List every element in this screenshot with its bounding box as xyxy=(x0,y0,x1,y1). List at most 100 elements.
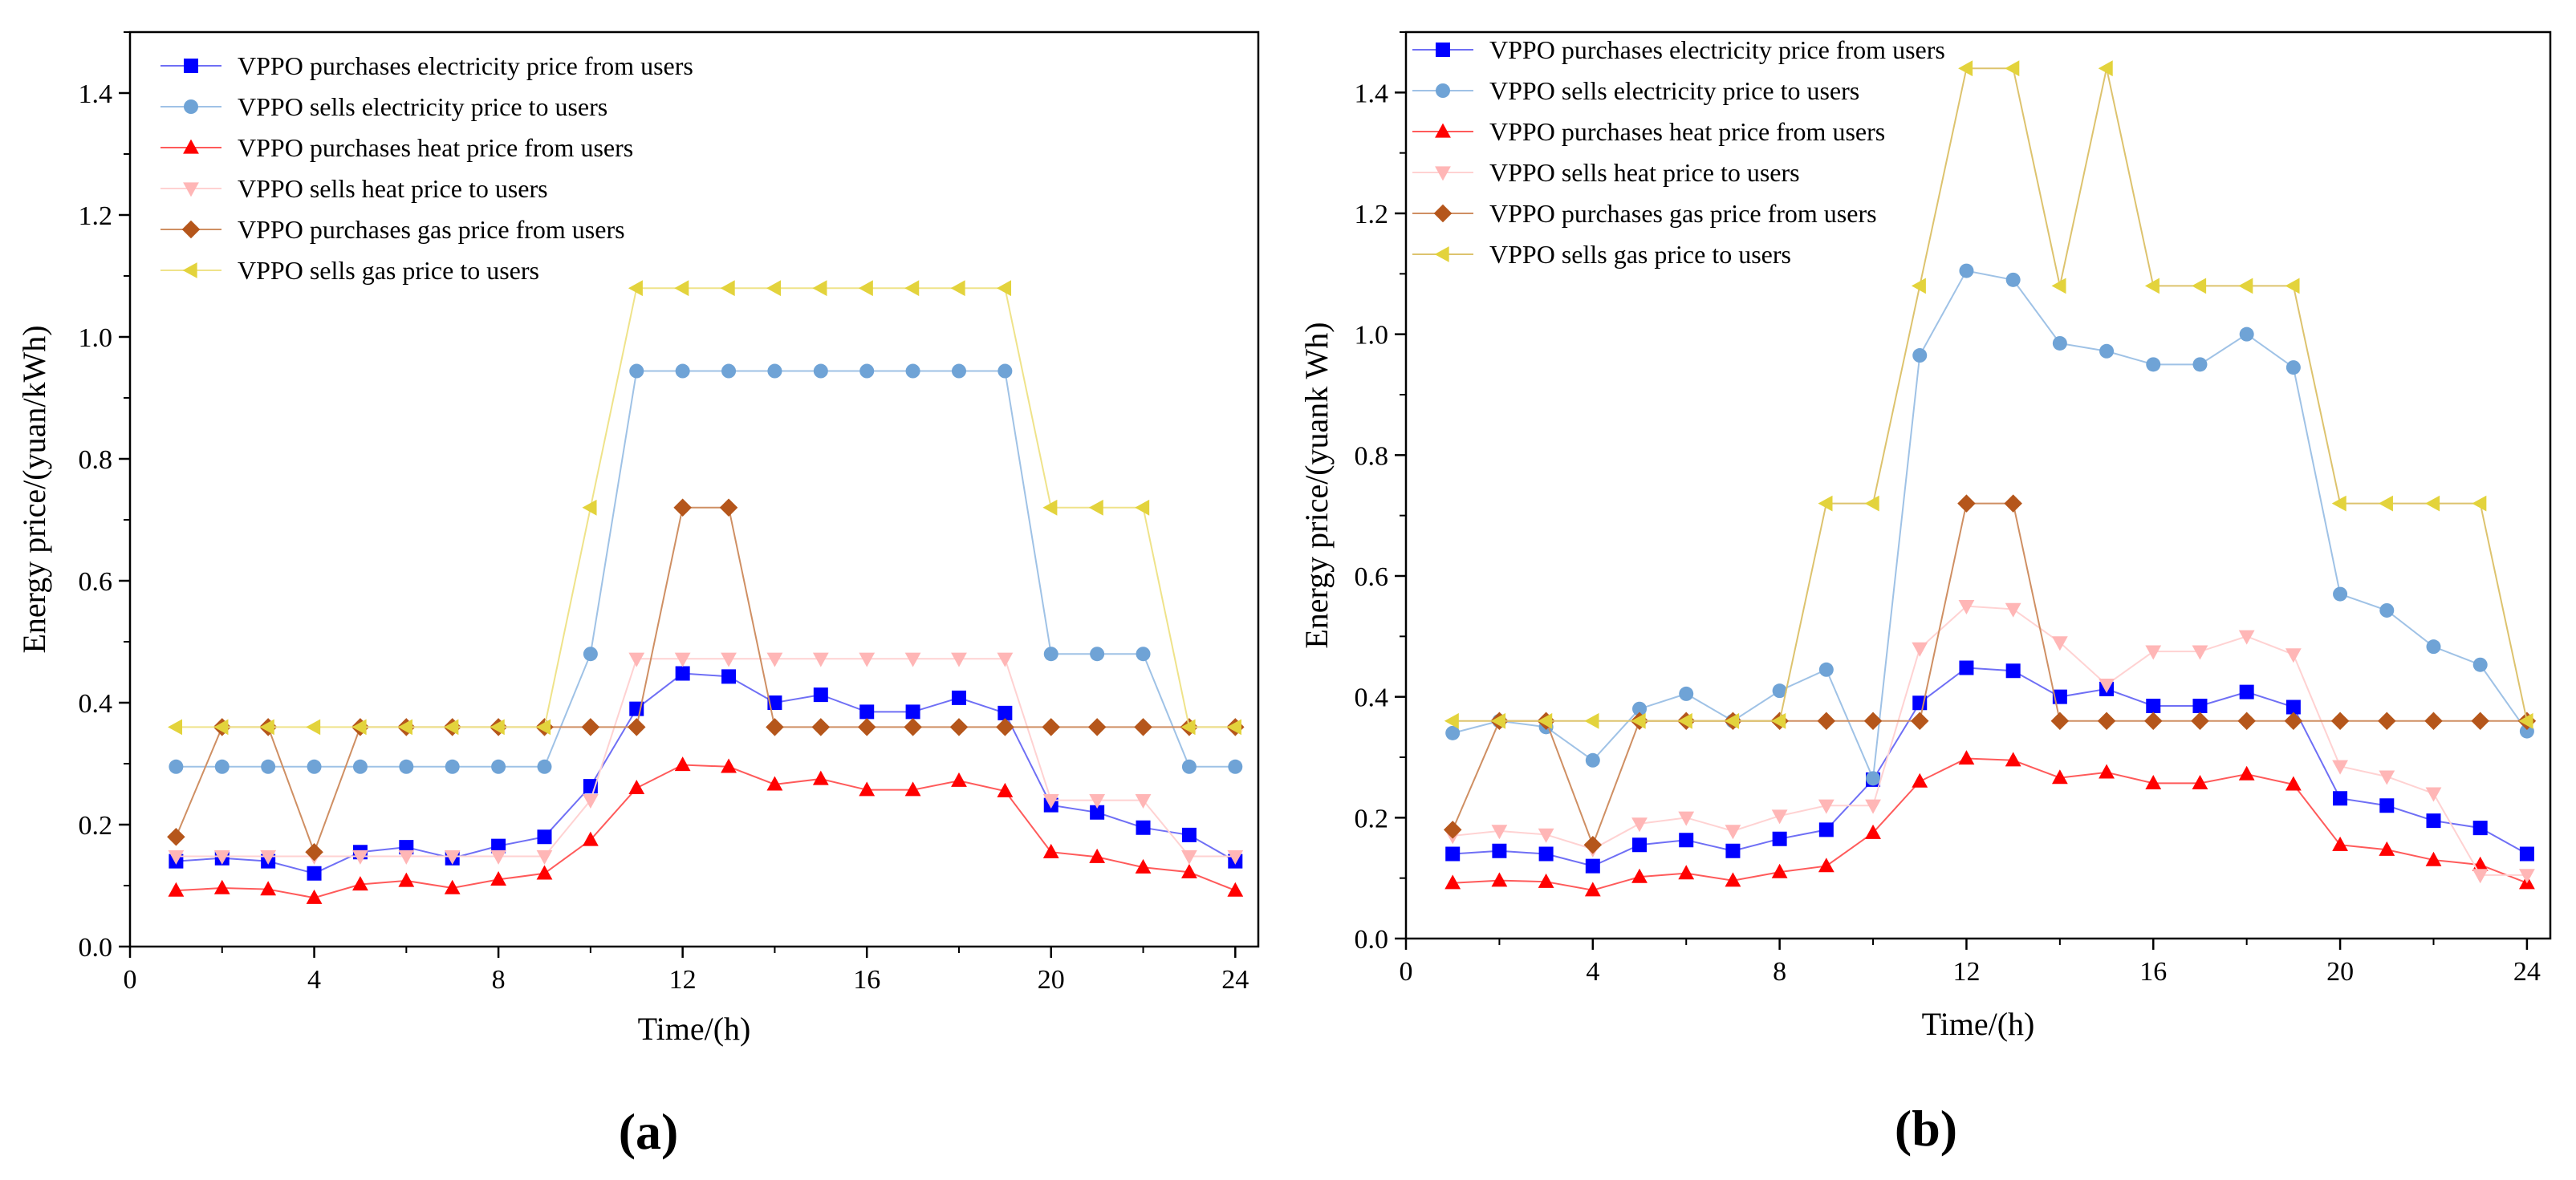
series-line xyxy=(1452,502,2527,848)
data-point xyxy=(1631,712,1646,729)
data-point xyxy=(259,719,274,736)
x-axis-label: Time/(h) xyxy=(638,1011,751,1047)
data-point xyxy=(2285,278,2300,294)
legend-label: VPPO sells electricity price to users xyxy=(238,92,607,121)
data-point xyxy=(2238,765,2255,781)
data-point xyxy=(2331,495,2346,512)
data-point xyxy=(1042,718,1061,736)
data-point xyxy=(2239,684,2254,699)
data-point xyxy=(719,498,738,517)
data-point xyxy=(2239,326,2254,342)
data-point xyxy=(812,652,829,667)
data-point xyxy=(1538,846,1554,862)
panel-label: (a) xyxy=(619,1103,679,1160)
data-point xyxy=(2004,494,2022,513)
data-point xyxy=(859,363,875,379)
data-point xyxy=(351,719,367,736)
data-point xyxy=(305,842,323,862)
series-1 xyxy=(1445,660,2534,874)
data-point xyxy=(2424,712,2443,731)
series-line xyxy=(1453,605,2527,876)
data-point xyxy=(1863,712,1883,731)
data-point xyxy=(168,850,185,865)
data-point xyxy=(1443,821,1462,839)
x-tick-label: 12 xyxy=(1952,957,1980,987)
series-line xyxy=(176,764,1236,899)
data-point xyxy=(2192,278,2207,294)
legend-marker xyxy=(182,262,197,278)
data-point xyxy=(213,879,230,894)
data-point xyxy=(2378,495,2393,512)
x-tick-label: 8 xyxy=(1773,957,1786,987)
data-point xyxy=(951,363,966,379)
data-point xyxy=(582,793,599,809)
data-point xyxy=(1958,600,1975,615)
data-point xyxy=(491,759,506,774)
data-point xyxy=(1677,712,1692,729)
data-point xyxy=(2518,712,2533,729)
legend-item: VPPO purchases electricity price from us… xyxy=(160,51,693,80)
y-tick-label: 0.2 xyxy=(79,811,113,841)
data-point xyxy=(2005,272,2021,287)
legend-item: VPPO sells heat price to users xyxy=(1412,158,1800,187)
data-point xyxy=(306,719,321,736)
data-point xyxy=(490,850,507,865)
y-axis-label: Energy price/(yuank Wh) xyxy=(1298,322,1335,648)
data-point xyxy=(813,363,828,379)
data-point xyxy=(951,652,967,667)
data-point xyxy=(1771,863,1788,878)
data-point xyxy=(1911,278,1926,294)
data-point xyxy=(2005,663,2021,679)
data-point xyxy=(767,363,782,379)
data-point xyxy=(905,704,920,720)
chart-panel-b: 0 4 8 12 16 20 24 0.0 0.2 0.4 0.6 0.8 1.0 1.2 1.4 Time/… xyxy=(1298,30,2552,1157)
data-point xyxy=(2332,760,2348,775)
data-point xyxy=(766,280,782,297)
data-point xyxy=(1865,799,1881,814)
data-point xyxy=(2051,636,2068,651)
series-5 xyxy=(1443,494,2537,854)
legend-label: VPPO purchases electricity price from us… xyxy=(1489,35,1945,64)
data-point xyxy=(1538,873,1554,888)
data-point xyxy=(582,831,599,846)
x-axis-label: Time/(h) xyxy=(1922,1006,2035,1042)
data-point xyxy=(2052,335,2067,351)
plot-frame xyxy=(1404,30,2552,940)
data-point xyxy=(674,652,691,667)
data-point xyxy=(491,838,506,854)
data-point xyxy=(444,879,461,894)
data-point xyxy=(2146,357,2161,372)
data-point xyxy=(306,889,323,904)
data-point xyxy=(1583,835,1603,854)
data-point xyxy=(996,718,1014,736)
series-line xyxy=(176,672,1236,874)
data-point xyxy=(1227,882,1244,897)
data-point xyxy=(490,871,507,886)
data-point xyxy=(1228,759,1243,774)
legend-marker xyxy=(1435,123,1451,138)
data-point xyxy=(1445,846,1461,862)
data-point xyxy=(582,499,597,516)
data-point xyxy=(2192,357,2208,372)
data-point xyxy=(2238,278,2253,294)
x-tick-label: 16 xyxy=(2139,957,2167,987)
series-line xyxy=(1453,757,2528,891)
data-point xyxy=(1958,60,1973,77)
data-point xyxy=(2426,639,2441,655)
data-point xyxy=(766,652,783,667)
data-point xyxy=(997,652,1014,667)
data-point xyxy=(1725,872,1741,887)
data-point xyxy=(721,652,737,667)
series-line xyxy=(1453,667,2528,867)
data-point xyxy=(1959,263,1974,278)
data-point xyxy=(1818,858,1834,873)
data-point xyxy=(951,690,966,705)
data-point xyxy=(2285,699,2301,715)
data-point xyxy=(1042,499,1058,516)
x-tick-label: 16 xyxy=(853,965,880,995)
data-point xyxy=(1910,712,1929,731)
data-point xyxy=(675,363,690,379)
data-point xyxy=(904,280,920,297)
legend-item: VPPO purchases electricity price from us… xyxy=(1412,35,1945,64)
data-point xyxy=(1771,712,1786,729)
